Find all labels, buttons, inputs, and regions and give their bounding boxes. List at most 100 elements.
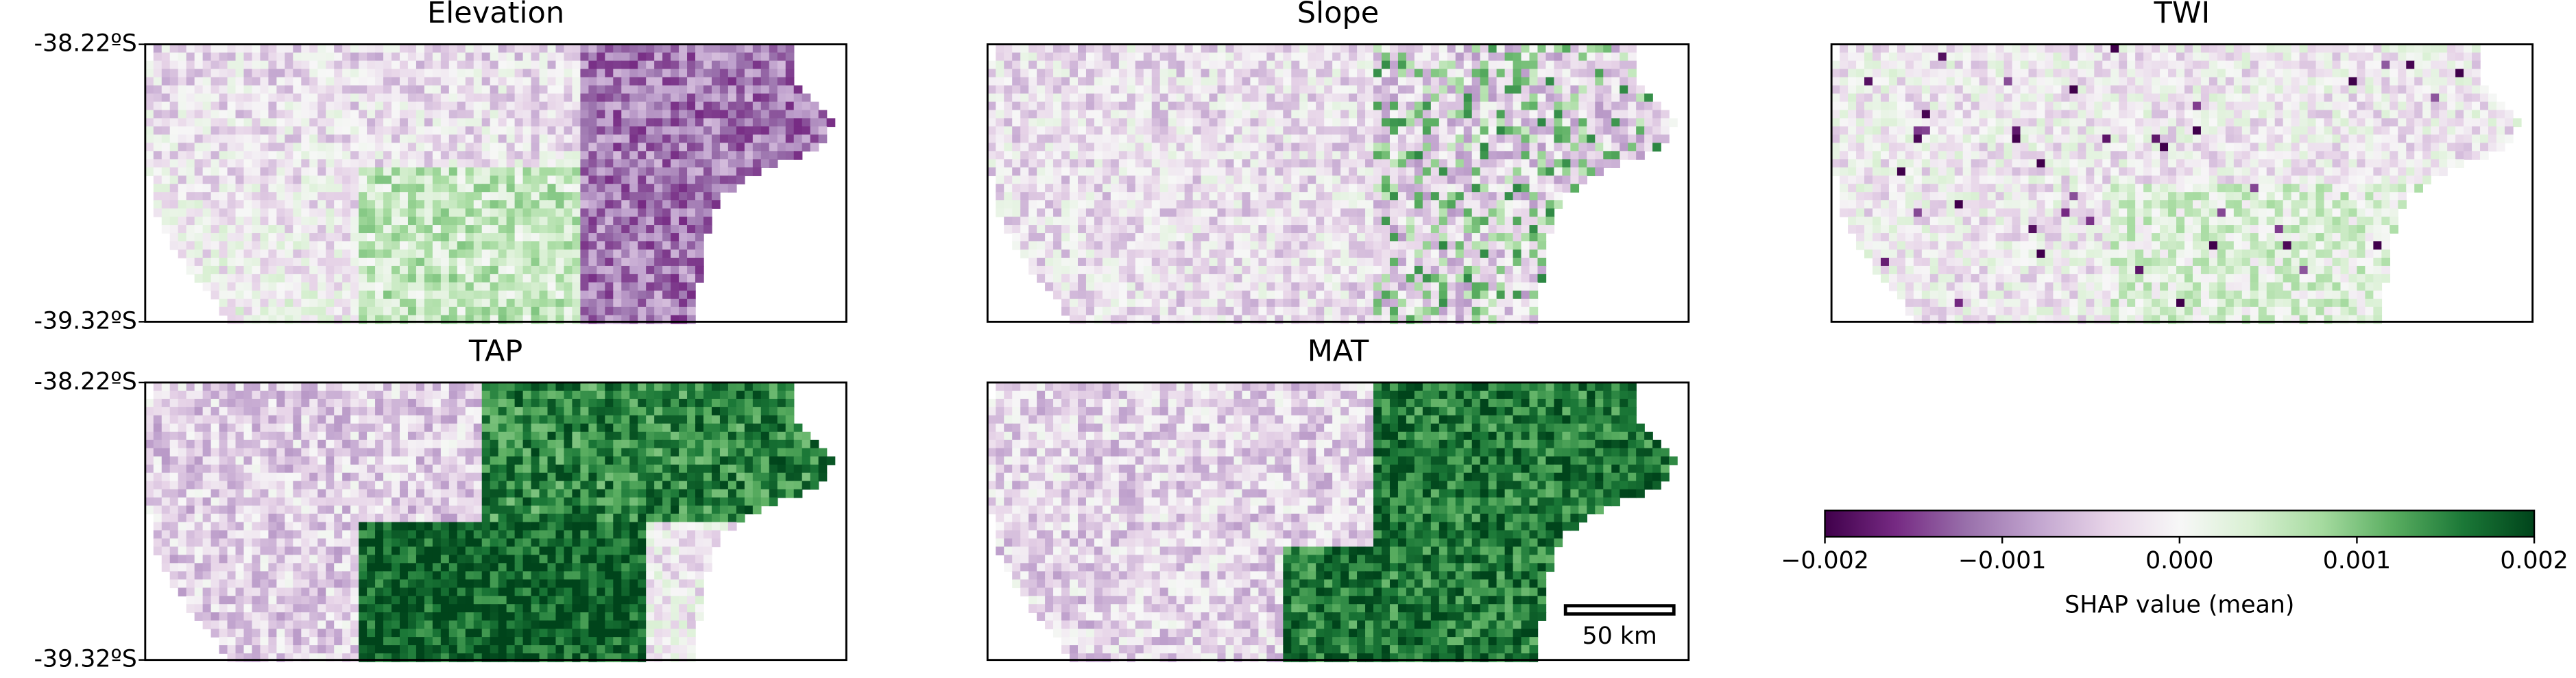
map-cell [638,118,647,128]
map-cell [301,159,310,168]
map-cell [1349,298,1358,308]
map-cell [490,290,499,300]
map-cell [367,126,376,136]
map-cell [2020,52,2030,62]
map-cell [1578,101,1588,111]
map-cell [392,274,400,283]
map-cell [1488,143,1497,152]
map-cell [399,274,409,283]
map-cell [1504,167,1514,176]
map-cell [1135,85,1144,95]
map-cell [268,306,278,316]
map-cell [1308,175,1316,184]
map-cell [1077,118,1087,128]
map-cell [1209,265,1218,275]
map-cell [1463,85,1473,95]
map-cell [1603,126,1612,136]
map-cell [1118,200,1128,209]
map-cell [1283,175,1292,184]
map-cell [490,118,499,128]
map-cell [1201,241,1210,250]
map-cell [293,60,302,70]
map-cell [1389,192,1399,201]
map-cell [178,143,187,152]
map-cell [1250,126,1260,136]
map-cell [597,208,606,217]
map-cell [572,192,581,201]
map-cell [1258,249,1268,258]
map-cell [1266,134,1276,144]
map-cell [161,77,171,86]
map-cell [317,93,326,103]
map-cell [506,118,516,128]
map-cell [1094,290,1103,300]
map-cell [383,69,392,78]
map-cell [1159,306,1169,316]
map-cell [1151,265,1161,275]
map-cell [1085,167,1095,176]
map-cell [760,60,770,70]
map-cell [301,69,310,78]
map-cell [399,257,409,267]
map-cell [342,60,351,70]
map-cell [1504,233,1514,242]
map-cell [1463,126,1473,136]
map-cell [1488,134,1497,144]
map-cell [597,257,606,267]
map-cell [597,110,606,119]
map-cell [1488,282,1497,291]
map-cell [1242,184,1251,193]
map-cell [1085,126,1095,136]
map-cell [1250,298,1260,308]
map-cell [1110,306,1120,316]
map-cell [301,110,310,119]
map-cell [161,93,171,103]
map-cell [646,85,655,95]
map-cell [326,134,335,144]
map-cell [1611,60,1620,70]
map-cell [424,118,433,128]
map-cell [662,151,671,160]
map-cell [1521,290,1530,300]
map-cell [1020,217,1029,226]
map-cell [1283,217,1292,226]
map-cell [1521,175,1530,184]
map-cell [334,208,343,217]
map-cell [243,151,253,160]
map-cell [671,306,679,316]
map-cell [1447,69,1456,78]
map-cell [572,290,581,300]
map-cell [1628,52,1637,62]
map-cell [1275,69,1284,78]
map-cell [153,118,162,128]
map-cell [547,306,557,316]
map-cell [1439,60,1448,70]
map-cell [285,175,294,184]
map-cell [301,118,310,128]
map-cell [1340,290,1349,300]
map-cell [1266,151,1276,160]
map-cell [309,249,318,258]
map-cell [317,85,326,95]
map-cell [1406,85,1415,95]
map-cell [1258,44,1268,53]
map-cell [597,167,606,176]
map-cell [309,265,318,275]
map-cell [1192,159,1202,168]
map-cell [1275,298,1284,308]
map-cell [662,265,671,275]
map-cell [1192,298,1202,308]
map-cell [1389,290,1399,300]
map-cell [727,143,737,152]
map-cell [481,241,491,250]
map-cell [235,159,245,168]
map-cell [531,282,540,291]
map-cell [399,184,409,193]
map-cell [703,126,712,136]
map-cell [760,151,770,160]
map-cell [1266,175,1276,184]
map-cell [1070,257,1079,267]
map-cell [1020,118,1029,128]
map-cell [268,44,278,53]
map-cell [1159,225,1169,234]
